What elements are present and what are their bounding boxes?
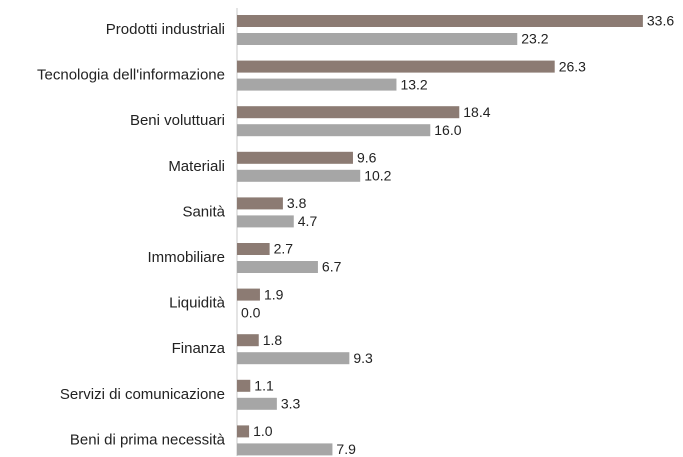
bar xyxy=(237,106,460,119)
value-label: 23.2 xyxy=(521,31,548,47)
value-label: 2.7 xyxy=(274,241,294,257)
value-label: 0.0 xyxy=(241,304,261,320)
value-label: 9.3 xyxy=(353,350,373,366)
category-label: Liquidità xyxy=(169,295,226,312)
value-label: 3.8 xyxy=(287,195,307,211)
bar xyxy=(237,33,518,45)
category-label: Prodotti industriali xyxy=(106,21,225,38)
value-label: 10.2 xyxy=(364,168,391,184)
bar xyxy=(237,334,259,347)
value-label: 18.4 xyxy=(463,104,490,120)
value-label: 3.3 xyxy=(281,396,301,412)
value-label: 1.9 xyxy=(264,286,284,302)
category-label: Finanza xyxy=(172,340,226,357)
value-label: 1.0 xyxy=(253,423,273,439)
bar xyxy=(237,78,397,91)
bar xyxy=(237,15,643,27)
value-label: 13.2 xyxy=(400,76,427,92)
value-label: 1.1 xyxy=(254,378,274,394)
bar xyxy=(237,425,250,438)
bar xyxy=(237,397,277,410)
bar xyxy=(237,243,270,255)
category-label: Beni voluttuari xyxy=(130,112,225,129)
bar xyxy=(237,379,251,392)
category-label: Sanità xyxy=(182,203,225,220)
bar xyxy=(237,197,283,210)
bar xyxy=(237,124,431,137)
value-label: 7.9 xyxy=(336,441,356,457)
bar xyxy=(237,215,294,228)
bar xyxy=(237,352,350,365)
category-label: Servizi di comunicazione xyxy=(60,386,225,403)
value-label: 26.3 xyxy=(559,58,586,74)
value-label: 1.8 xyxy=(263,332,283,348)
category-label: Beni di prima necessità xyxy=(70,431,226,448)
value-label: 33.6 xyxy=(647,13,674,29)
value-label: 9.6 xyxy=(357,150,377,166)
bar xyxy=(237,151,353,164)
bar xyxy=(237,288,260,301)
category-label: Immobiliare xyxy=(147,249,225,266)
bar xyxy=(237,443,333,456)
category-label: Materiali xyxy=(168,158,225,175)
value-label: 4.7 xyxy=(298,213,318,229)
bar xyxy=(237,60,555,73)
value-label: 6.7 xyxy=(322,259,342,275)
bar xyxy=(237,169,361,182)
category-label: Tecnologia dell'informazione xyxy=(37,67,225,84)
value-label: 16.0 xyxy=(434,122,461,138)
bar xyxy=(237,261,318,273)
